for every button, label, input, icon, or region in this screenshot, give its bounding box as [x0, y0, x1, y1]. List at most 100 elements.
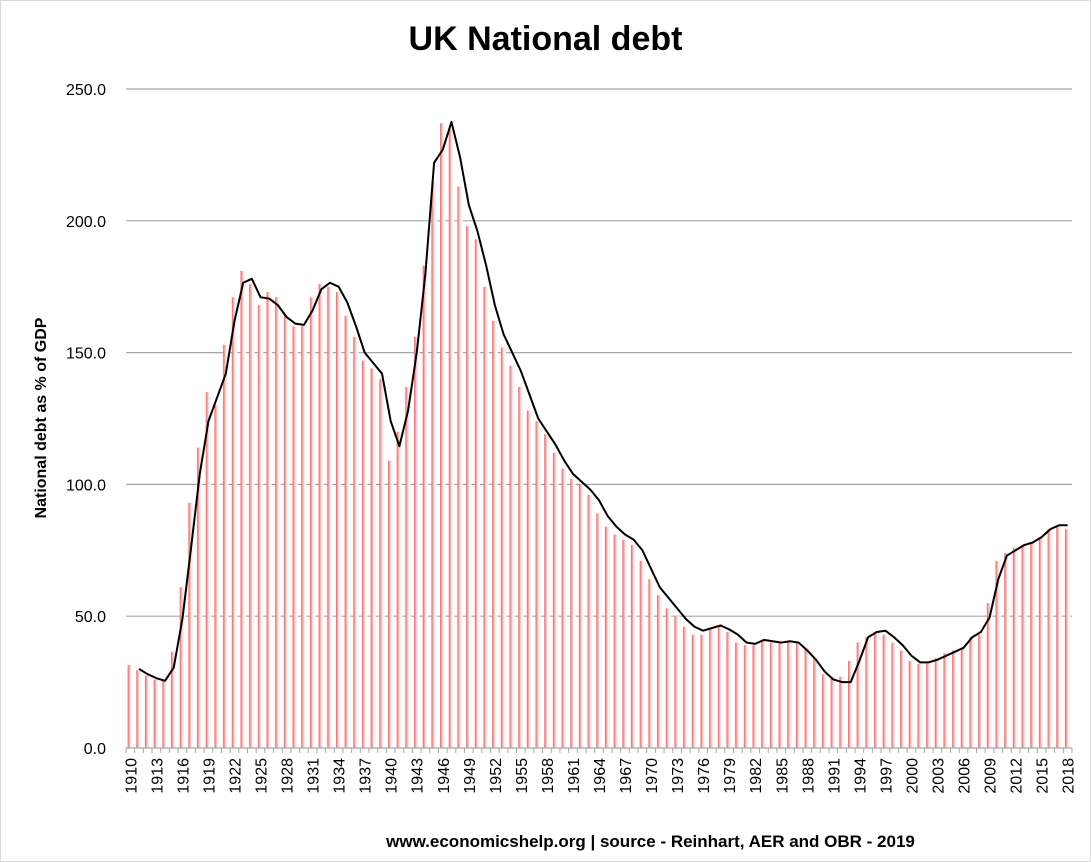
bar — [240, 270, 246, 748]
x-tick-label: 2015 — [1035, 758, 1052, 794]
chart-footer: www.economicshelp.org | source - Reinhar… — [386, 832, 915, 851]
bar — [908, 661, 915, 748]
x-tick-label: 1985 — [774, 758, 791, 794]
bar — [309, 297, 316, 748]
y-tick-label: 0.0 — [84, 741, 106, 758]
bar — [526, 410, 533, 748]
bar — [231, 297, 238, 748]
bar — [631, 545, 637, 748]
x-tick-label: 1970 — [644, 758, 661, 794]
x-tick-label: 1958 — [540, 758, 557, 794]
x-tick-label: 2018 — [1061, 758, 1078, 794]
bar — [396, 431, 403, 748]
x-tick-label: 1940 — [384, 758, 401, 794]
x-tick-label: 2006 — [957, 758, 974, 794]
x-tick-label: 1946 — [436, 758, 453, 794]
bar — [466, 226, 472, 748]
x-tick-label: 1979 — [722, 758, 739, 794]
debt-line — [138, 120, 1068, 684]
x-tick-label: 1943 — [410, 758, 427, 794]
bar — [292, 326, 298, 748]
bar — [830, 676, 837, 748]
bar — [344, 315, 351, 748]
bar — [847, 661, 854, 748]
bar — [952, 650, 958, 748]
bar — [500, 347, 507, 748]
x-tick-label: 2003 — [930, 758, 947, 794]
bar — [179, 587, 186, 748]
bar — [960, 647, 967, 748]
x-tick-label: 1976 — [696, 758, 713, 794]
bar — [639, 560, 646, 748]
bar — [422, 265, 429, 748]
x-tick-label: 2012 — [1009, 758, 1026, 794]
bar — [821, 674, 828, 748]
x-tick-label: 1955 — [514, 758, 531, 794]
bar — [162, 680, 168, 748]
bar — [1064, 529, 1071, 748]
bar — [648, 579, 654, 748]
bar — [474, 239, 481, 748]
bar — [492, 320, 498, 748]
x-tick-label: 1982 — [748, 758, 765, 794]
bar — [561, 468, 567, 748]
bar — [891, 642, 897, 748]
bar — [171, 651, 177, 748]
y-tick-label: 250.0 — [66, 82, 106, 99]
bar — [214, 405, 220, 748]
bar — [388, 460, 394, 748]
x-tick-label: 1916 — [175, 758, 192, 794]
bar — [587, 494, 594, 748]
bar — [405, 386, 411, 748]
x-tick-label: 1994 — [852, 758, 869, 794]
bar — [613, 534, 620, 748]
bar — [943, 653, 949, 748]
bar — [865, 637, 871, 748]
bar — [674, 616, 680, 748]
bar — [318, 284, 324, 748]
x-tick-label: 1997 — [878, 758, 895, 794]
bar — [275, 297, 281, 748]
bar — [1056, 526, 1062, 748]
y-tick-label: 150.0 — [66, 346, 106, 363]
bar — [335, 291, 342, 748]
bar — [752, 645, 758, 748]
y-tick-label: 100.0 — [66, 477, 106, 494]
bar — [301, 326, 307, 748]
bar — [596, 513, 602, 748]
y-tick-label: 200.0 — [66, 214, 106, 231]
bar — [223, 344, 229, 748]
bar — [657, 595, 663, 748]
bar — [804, 647, 810, 748]
bar — [995, 560, 1001, 748]
x-tick-label: 2009 — [983, 758, 1000, 794]
bar — [283, 315, 290, 748]
bar — [249, 284, 255, 748]
x-tick-label: 1934 — [332, 758, 349, 794]
bar — [813, 658, 819, 748]
bar — [874, 632, 880, 748]
bar — [327, 286, 333, 748]
x-tick-label: 2000 — [904, 758, 921, 794]
x-tick-label: 1913 — [149, 758, 166, 794]
bar — [457, 186, 463, 749]
bar — [986, 603, 993, 748]
bar — [431, 181, 437, 748]
x-tick-label: 1928 — [280, 758, 297, 794]
bar — [1030, 542, 1036, 748]
x-tick-label: 1925 — [254, 758, 271, 794]
x-tick-label: 1922 — [227, 758, 244, 794]
x-tick-label: 1973 — [670, 758, 687, 794]
bar — [509, 365, 515, 748]
x-tick-label: 1937 — [358, 758, 375, 794]
bar — [544, 434, 550, 748]
bar — [518, 386, 524, 748]
bar — [535, 421, 541, 748]
bar — [856, 642, 863, 748]
bar — [197, 447, 203, 748]
bar — [604, 526, 611, 748]
bar — [926, 663, 932, 748]
bar — [145, 675, 151, 748]
bar — [978, 634, 984, 748]
